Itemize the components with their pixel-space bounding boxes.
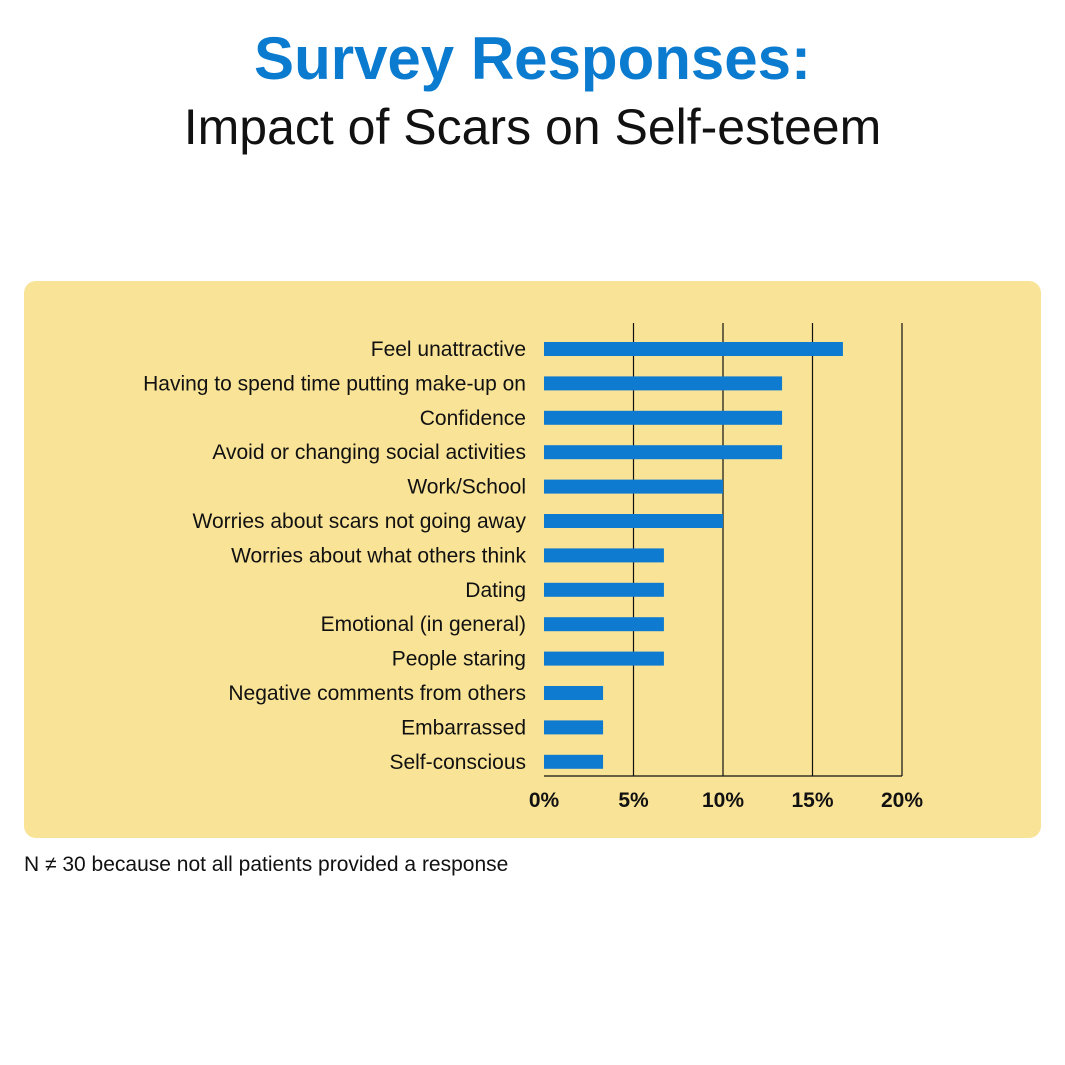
category-label: People staring [392, 648, 526, 671]
bar [544, 651, 664, 666]
category-label: Having to spend time putting make-up on [143, 372, 526, 395]
category-label: Negative comments from others [228, 682, 526, 705]
x-tick-label: 5% [618, 789, 649, 812]
category-label: Confidence [420, 407, 526, 430]
bar [544, 445, 783, 460]
bar [544, 514, 723, 528]
x-tick-label: 15% [791, 789, 833, 812]
x-tick-label: 0% [529, 789, 560, 812]
category-label: Avoid or changing social activities [212, 441, 526, 464]
chart-title: Survey Responses: [254, 25, 811, 92]
chart-subtitle: Impact of Scars on Self-esteem [183, 99, 882, 155]
bar [544, 617, 664, 632]
x-tick-label: 10% [702, 789, 744, 812]
bar [544, 342, 843, 356]
bar [544, 582, 664, 597]
footnote: N ≠ 30 because not all patients provided… [24, 853, 509, 876]
bar [544, 548, 664, 563]
category-label: Emotional (in general) [321, 613, 526, 636]
bar [544, 479, 723, 494]
category-label: Feel unattractive [371, 338, 526, 361]
category-label: Worries about what others think [231, 544, 526, 567]
category-label: Worries about scars not going away [193, 510, 527, 533]
bar [544, 376, 783, 391]
category-label: Embarrassed [401, 716, 526, 739]
bar [544, 754, 604, 769]
category-label: Work/School [407, 476, 526, 499]
x-tick-label: 20% [881, 789, 923, 812]
category-label: Dating [465, 579, 526, 602]
bar [544, 410, 783, 425]
category-label: Self-conscious [389, 751, 526, 774]
bar [544, 686, 604, 700]
chart-panel [24, 281, 1041, 838]
bar [544, 720, 604, 735]
